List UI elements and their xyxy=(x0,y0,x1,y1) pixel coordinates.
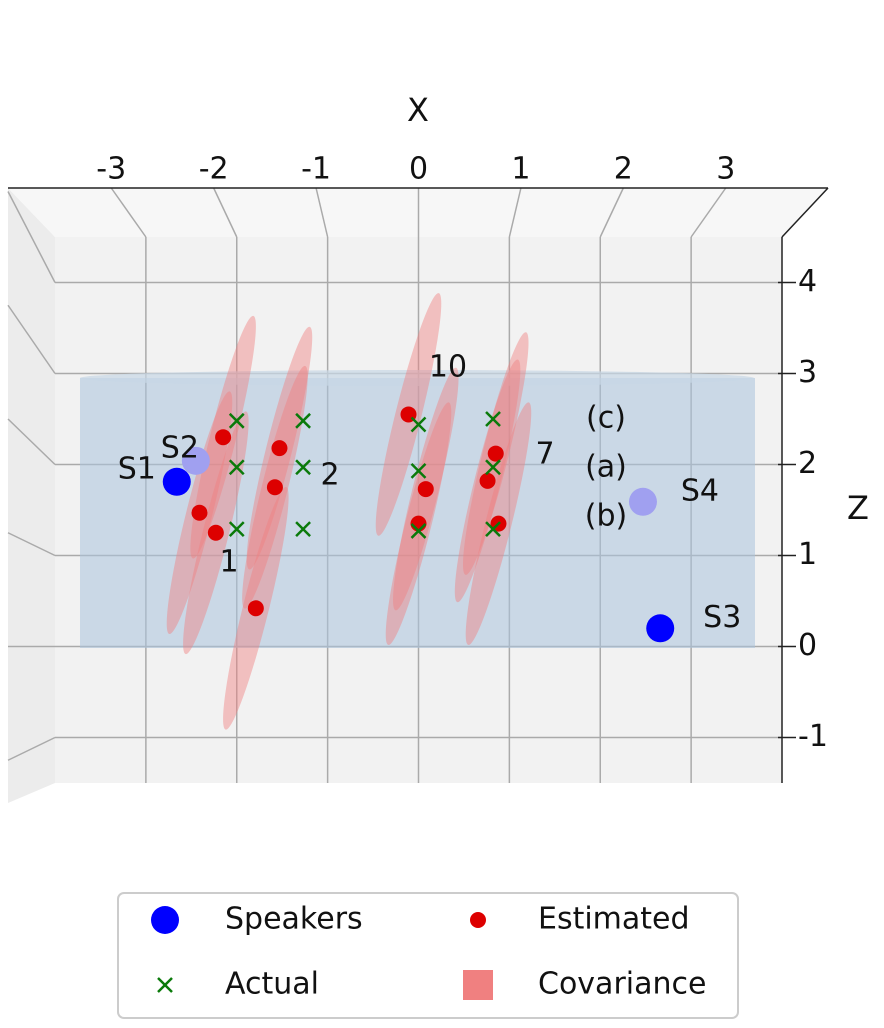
x-tick-label: 2 xyxy=(614,152,633,187)
legend-label: Actual xyxy=(225,967,319,1002)
legend xyxy=(117,892,739,1019)
x-marker xyxy=(410,462,427,479)
z-tick-label: 1 xyxy=(798,537,817,572)
x-stroke xyxy=(228,521,245,537)
grid-line xyxy=(7,304,56,374)
point xyxy=(646,614,675,643)
speaker-label: S3 xyxy=(703,600,741,635)
annotation: 1 xyxy=(219,545,238,580)
x-tick-label: 3 xyxy=(716,152,735,187)
x-stroke xyxy=(485,459,501,476)
x-stroke xyxy=(295,412,311,429)
point xyxy=(479,472,496,489)
grid-line xyxy=(7,532,56,557)
annotation: 2 xyxy=(320,458,339,493)
left-pane xyxy=(8,188,55,803)
x-marker xyxy=(295,412,311,429)
x-stroke xyxy=(485,521,501,537)
z-axis-title: Z xyxy=(847,489,869,527)
x-marker xyxy=(295,521,311,537)
grid-line xyxy=(212,187,238,238)
legend-items: Speakers Estimated Actual Covariance xyxy=(151,902,706,1002)
x-marker xyxy=(228,459,245,476)
point xyxy=(266,479,283,496)
z-tick-label: -1 xyxy=(798,719,828,754)
annotation: (b) xyxy=(585,499,627,534)
grid-line xyxy=(315,187,329,238)
x-stroke xyxy=(485,411,501,427)
x-marker xyxy=(157,977,173,993)
axis-edge xyxy=(781,187,829,238)
point xyxy=(470,912,486,928)
point xyxy=(215,429,232,446)
x-marker xyxy=(485,521,501,537)
x-stroke xyxy=(228,459,245,476)
room-top xyxy=(80,370,754,386)
x-stroke xyxy=(295,459,311,476)
x-marker xyxy=(410,416,427,433)
grid-line xyxy=(7,191,56,283)
point xyxy=(247,600,264,617)
annotation: 10 xyxy=(429,350,467,385)
point xyxy=(271,440,288,457)
legend-label: Estimated xyxy=(538,902,690,937)
grid-line xyxy=(599,187,625,238)
z-tick-label: 2 xyxy=(798,446,817,481)
x-tick-label: 0 xyxy=(409,152,428,187)
point xyxy=(162,467,191,496)
annotation: (c) xyxy=(586,401,626,436)
z-tick-label: 3 xyxy=(798,355,817,390)
legend-label: Covariance xyxy=(538,967,706,1002)
x-marker xyxy=(485,459,501,476)
point xyxy=(487,445,504,462)
point xyxy=(628,487,657,516)
grid-line xyxy=(690,187,727,238)
x-stroke xyxy=(295,521,311,537)
grid-line xyxy=(7,736,56,761)
x-tick-label: 1 xyxy=(511,152,530,187)
point xyxy=(207,524,224,541)
legend-label: Speakers xyxy=(225,902,363,937)
grid-line xyxy=(508,187,522,238)
x-tick-label: -2 xyxy=(199,152,229,187)
z-tick-label: 4 xyxy=(798,264,817,299)
x-stroke xyxy=(410,462,427,479)
x-stroke xyxy=(157,977,173,993)
x-axis-title: X xyxy=(407,91,429,129)
speaker-label: S2 xyxy=(161,430,199,465)
x-stroke xyxy=(228,412,245,429)
x-marker xyxy=(295,459,311,476)
annotation: (a) xyxy=(585,450,627,485)
point xyxy=(151,906,179,934)
x-marker xyxy=(228,412,245,429)
legend-swatch xyxy=(463,970,493,1000)
grid-line xyxy=(110,187,147,238)
x-tick-label: -1 xyxy=(301,152,331,187)
point xyxy=(417,481,434,498)
x-marker xyxy=(485,411,501,427)
x-marker xyxy=(410,523,427,539)
grid-line xyxy=(7,418,56,466)
x-stroke xyxy=(410,523,427,539)
x-tick-label: -3 xyxy=(96,152,126,187)
point xyxy=(191,504,208,521)
x-marker xyxy=(228,521,245,537)
annotation: 7 xyxy=(535,437,554,472)
x-stroke xyxy=(410,416,427,433)
speaker-label: S1 xyxy=(118,451,156,486)
point xyxy=(181,446,210,475)
z-tick-label: 0 xyxy=(798,628,817,663)
speaker-label: S4 xyxy=(681,473,719,508)
